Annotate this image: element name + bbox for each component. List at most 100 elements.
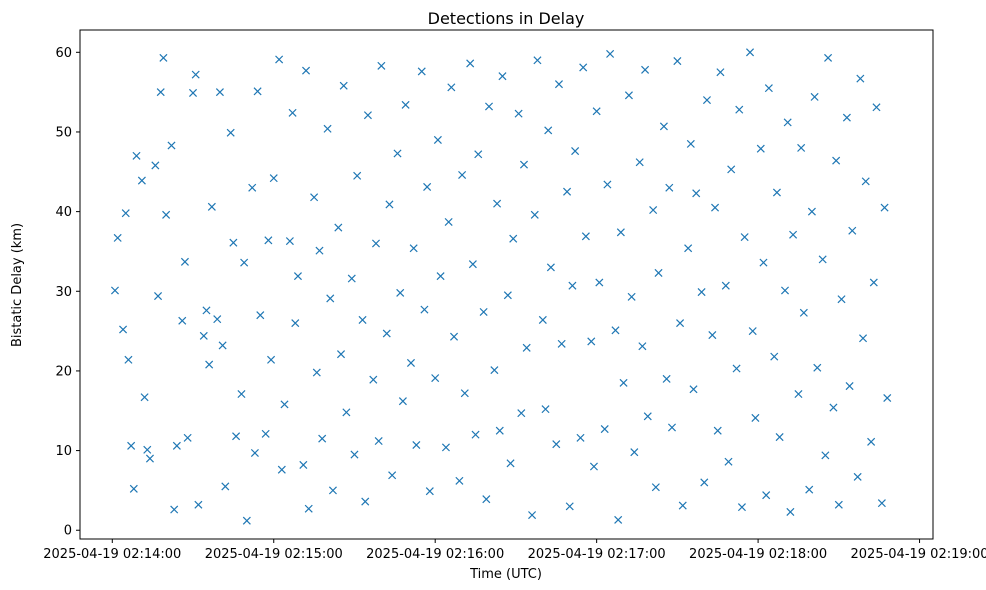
data-point: [240, 258, 249, 267]
data-point: [433, 135, 442, 144]
data-point: [818, 255, 827, 264]
data-point: [137, 176, 146, 185]
data-point: [191, 70, 200, 79]
data-point: [745, 48, 755, 57]
data-point: [339, 81, 348, 90]
data-point: [654, 268, 663, 277]
data-point: [202, 306, 211, 315]
data-point: [740, 233, 749, 242]
data-point: [250, 448, 259, 457]
data-point: [517, 409, 526, 418]
data-point: [786, 507, 795, 516]
data-point: [799, 308, 808, 317]
data-point: [546, 263, 555, 272]
data-point: [140, 393, 149, 402]
data-point: [412, 440, 421, 450]
data-point: [482, 495, 491, 504]
data-point: [302, 66, 311, 75]
data-point: [770, 352, 779, 361]
data-point: [113, 233, 122, 242]
x-axis-title: Time (UTC): [469, 567, 542, 582]
data-point: [406, 358, 415, 367]
data-point: [732, 364, 741, 373]
data-point: [495, 426, 504, 435]
data-point: [533, 56, 542, 65]
data-point: [587, 337, 596, 346]
x-tick-label: 2025-04-19 02:18:00: [689, 547, 827, 562]
data-point: [528, 511, 537, 520]
data-points: [110, 48, 892, 525]
data-point: [396, 288, 405, 297]
data-point: [824, 53, 833, 62]
data-point: [506, 459, 515, 468]
data-point: [143, 445, 152, 454]
data-point: [700, 478, 709, 487]
data-point: [544, 126, 553, 135]
data-point: [568, 281, 577, 290]
data-point: [665, 183, 674, 192]
data-point: [789, 230, 798, 239]
data-point: [651, 483, 660, 492]
data-point: [455, 476, 464, 485]
data-point: [853, 472, 862, 481]
data-point: [805, 485, 814, 494]
data-point: [872, 103, 881, 112]
data-point: [643, 412, 652, 421]
data-point: [151, 161, 160, 170]
data-point: [748, 327, 757, 336]
data-point: [673, 57, 682, 66]
data-point: [119, 325, 128, 334]
data-point: [697, 288, 706, 297]
data-point: [334, 223, 343, 232]
data-point: [264, 236, 273, 245]
data-point: [110, 286, 120, 295]
data-point: [856, 74, 865, 83]
data-point: [291, 319, 300, 328]
data-point: [371, 239, 381, 248]
data-point: [350, 450, 359, 459]
data-point: [248, 183, 257, 192]
data-point: [595, 278, 604, 287]
data-point: [226, 128, 235, 137]
data-point: [845, 382, 854, 391]
data-point: [315, 246, 324, 255]
data-point: [659, 122, 668, 131]
data-point: [603, 180, 612, 189]
x-tick-label: 2025-04-19 02:15:00: [205, 547, 343, 562]
data-point: [880, 203, 889, 212]
data-point: [353, 171, 362, 180]
data-point: [124, 355, 133, 364]
data-point: [616, 228, 625, 237]
data-point: [129, 484, 138, 493]
data-point: [837, 295, 846, 304]
data-point: [318, 434, 327, 443]
y-tick-label: 20: [55, 364, 72, 379]
data-point: [466, 59, 475, 68]
data-point: [275, 55, 284, 64]
data-point: [859, 334, 868, 343]
data-point: [460, 389, 469, 398]
data-point: [552, 440, 561, 449]
data-point: [172, 441, 181, 450]
data-point: [509, 234, 518, 243]
chart-title: Detections in Delay: [428, 9, 585, 28]
data-point: [336, 350, 346, 359]
data-point: [676, 319, 685, 328]
data-point: [832, 156, 841, 165]
data-point: [756, 144, 765, 153]
data-point: [323, 124, 332, 133]
data-point: [684, 244, 693, 253]
data-point: [310, 193, 319, 202]
data-point: [154, 292, 163, 301]
data-point: [627, 292, 636, 301]
data-point: [393, 149, 402, 158]
data-point: [156, 88, 165, 97]
data-point: [649, 205, 658, 215]
data-point: [576, 433, 585, 442]
data-point: [541, 405, 550, 414]
data-point: [280, 400, 289, 409]
data-point: [237, 390, 246, 399]
data-point: [267, 355, 276, 364]
data-point: [557, 339, 566, 348]
